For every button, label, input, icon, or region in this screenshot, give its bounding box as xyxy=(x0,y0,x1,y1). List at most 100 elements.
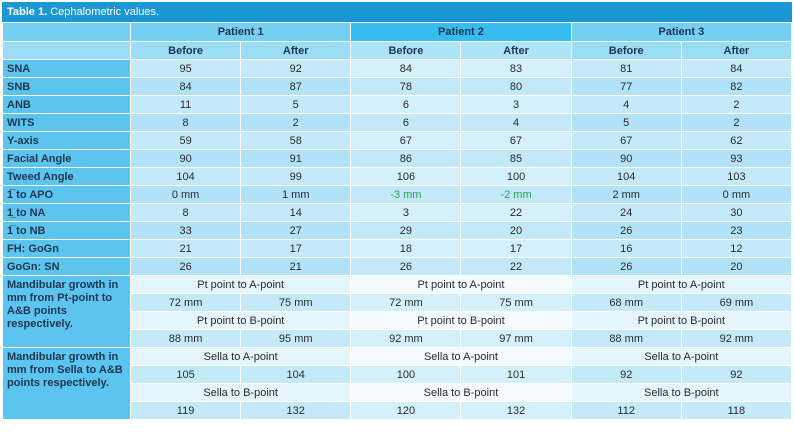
value-cell: 101 xyxy=(460,365,572,384)
corner-cell xyxy=(2,41,131,60)
row-label: 1̅ to APO xyxy=(2,185,131,204)
group-heading: Pt point to A-point xyxy=(350,275,572,294)
value-cell: 2 xyxy=(240,113,352,132)
value-cell: 8 xyxy=(129,113,242,132)
group-heading: Sella to A-point xyxy=(129,347,352,366)
title-text: Cephalometric values. xyxy=(50,6,160,18)
row-label: FH: GoGn xyxy=(2,239,131,258)
value-cell: 67 xyxy=(460,131,572,150)
row-label: 1̲ to NA xyxy=(2,203,131,222)
value-cell: 29 xyxy=(350,221,462,240)
subheader: Before xyxy=(129,41,242,60)
value-cell: 58 xyxy=(240,131,352,150)
value-cell: 75 mm xyxy=(460,293,572,312)
value-cell: 4 xyxy=(460,113,572,132)
value-cell: 27 xyxy=(240,221,352,240)
value-cell: 5 xyxy=(570,113,682,132)
table-row: Mandibular growth in mm from Pt-point to… xyxy=(2,275,793,348)
value-cell: 22 xyxy=(460,203,572,222)
row-label: ANB xyxy=(2,95,131,114)
value-cell: 6 xyxy=(350,113,462,132)
group-heading: Pt point to B-point xyxy=(350,311,572,330)
title-label: Table 1. xyxy=(7,6,48,18)
table-row: GoGn: SN 26 21 26 22 26 20 xyxy=(2,257,793,276)
value-cell: 92 xyxy=(240,59,352,78)
value-cell: 104 xyxy=(570,167,682,186)
value-cell: 97 mm xyxy=(460,329,572,348)
value-cell: 62 xyxy=(680,131,793,150)
patient-header: Patient 1 xyxy=(129,22,352,42)
value-cell: 100 xyxy=(350,365,462,384)
value-cell: 104 xyxy=(129,167,242,186)
value-cell: 95 mm xyxy=(240,329,352,348)
row-label: SNB xyxy=(2,77,131,96)
value-cell: 20 xyxy=(460,221,572,240)
group-heading: Pt point to B-point xyxy=(570,311,793,330)
table-row: Before After Before After Before After xyxy=(2,41,793,60)
value-cell: -2 mm xyxy=(460,185,572,204)
value-cell: 2 xyxy=(680,113,793,132)
table-row: 119 132 120 132 112 118 xyxy=(3,401,793,420)
value-cell: 3 xyxy=(460,95,572,114)
table-row: SNB 84 87 78 80 77 82 xyxy=(2,77,793,96)
table-row: 1̅ to APO 0 mm 1 mm -3 mm -2 mm 2 mm 0 mm xyxy=(2,185,793,204)
value-cell: 5 xyxy=(240,95,352,114)
value-cell: 83 xyxy=(460,59,572,78)
value-cell: 26 xyxy=(350,257,462,276)
value-cell: 103 xyxy=(680,167,793,186)
value-cell: 112 xyxy=(570,401,682,420)
value-cell: 16 xyxy=(570,239,682,258)
table-row: ANB 11 5 6 3 4 2 xyxy=(2,95,793,114)
group-heading: Sella to B-point xyxy=(570,383,793,402)
value-cell: 75 mm xyxy=(240,293,352,312)
value-cell: 0 mm xyxy=(680,185,793,204)
group-heading: Pt point to A-point xyxy=(570,275,793,294)
value-cell: 18 xyxy=(350,239,462,258)
value-cell: 59 xyxy=(129,131,242,150)
value-cell: 100 xyxy=(460,167,572,186)
subheader: After xyxy=(460,41,572,60)
value-cell: 80 xyxy=(460,77,572,96)
table-row: SNA 95 92 84 83 81 84 xyxy=(2,59,793,78)
value-cell: 26 xyxy=(129,257,242,276)
value-cell: 30 xyxy=(680,203,793,222)
value-cell: 14 xyxy=(240,203,352,222)
group-heading: Pt point to B-point xyxy=(129,311,352,330)
subheader: After xyxy=(680,41,793,60)
value-cell: 88 mm xyxy=(570,329,682,348)
value-cell: 21 xyxy=(129,239,242,258)
value-cell: 67 xyxy=(570,131,682,150)
value-cell: 87 xyxy=(240,77,352,96)
value-cell: 93 xyxy=(680,149,793,168)
value-cell: -3 mm xyxy=(350,185,462,204)
value-cell: 92 mm xyxy=(350,329,462,348)
value-cell: 86 xyxy=(350,149,462,168)
group-heading: Sella to B-point xyxy=(129,383,352,402)
table-row: Facial Angle 90 91 86 85 90 93 xyxy=(2,149,793,168)
value-cell: 26 xyxy=(570,257,682,276)
value-cell: 77 xyxy=(570,77,682,96)
value-cell: 20 xyxy=(680,257,793,276)
row-label: SNA xyxy=(2,59,131,78)
table-row: 1̅ to NB 33 27 29 20 26 23 xyxy=(2,221,793,240)
value-cell: 78 xyxy=(350,77,462,96)
table-row: WITS 8 2 6 4 5 2 xyxy=(2,113,793,132)
value-cell: 84 xyxy=(129,77,242,96)
row-label: WITS xyxy=(2,113,131,132)
value-cell: 11 xyxy=(129,95,242,114)
group-label: Mandibular growth in mm from Sella to A&… xyxy=(2,347,131,420)
group-label: Mandibular growth in mm from Pt-point to… xyxy=(2,275,131,348)
table-row: 88 mm 95 mm 92 mm 97 mm 88 mm 92 mm xyxy=(3,329,793,348)
value-cell: 118 xyxy=(680,401,793,420)
value-cell: 26 xyxy=(570,221,682,240)
value-cell: 33 xyxy=(129,221,242,240)
subheader: Before xyxy=(350,41,462,60)
value-cell: 82 xyxy=(680,77,793,96)
row-label: 1̅ to NB xyxy=(2,221,131,240)
table-row: Mandibular growth in mm from Sella to A&… xyxy=(2,347,793,420)
value-cell: 69 mm xyxy=(680,293,793,312)
table-row: FH: GoGn 21 17 18 17 16 12 xyxy=(2,239,793,258)
value-cell: 84 xyxy=(350,59,462,78)
value-cell: 105 xyxy=(129,365,242,384)
